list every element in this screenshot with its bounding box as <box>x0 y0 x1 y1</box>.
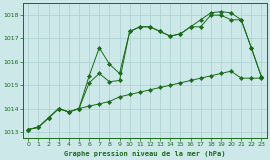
X-axis label: Graphe pression niveau de la mer (hPa): Graphe pression niveau de la mer (hPa) <box>64 150 226 156</box>
